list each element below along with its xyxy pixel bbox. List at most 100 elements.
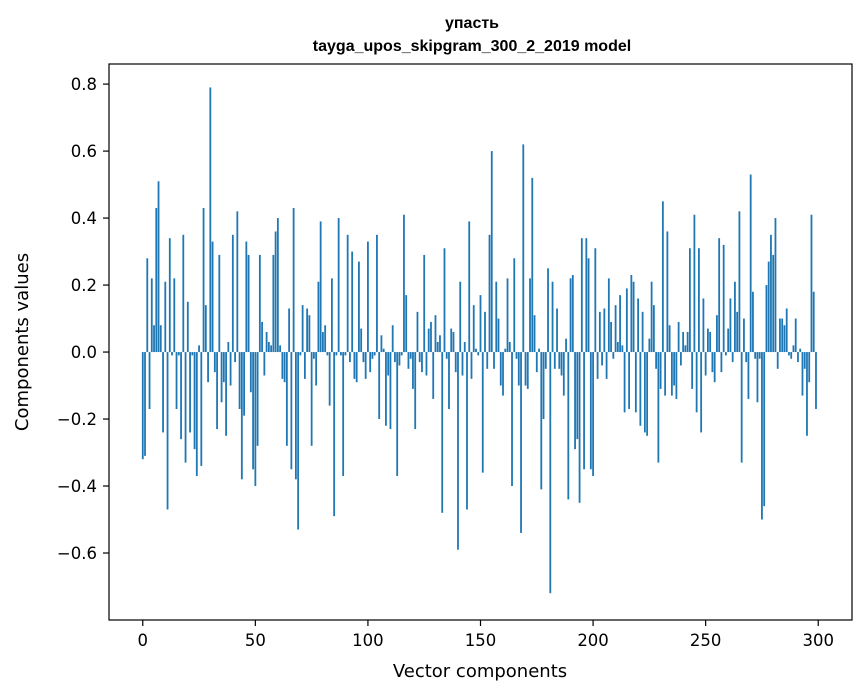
bar-140 (457, 352, 459, 550)
bar-11 (166, 352, 169, 510)
bar-112 (394, 352, 396, 363)
bar-81 (324, 325, 327, 353)
bar-184 (556, 308, 558, 353)
bar-111 (391, 325, 394, 353)
bar-219 (634, 352, 637, 413)
bar-144 (466, 352, 468, 510)
bar-86 (335, 352, 338, 356)
bar-257 (720, 352, 723, 373)
bar-222 (641, 311, 644, 353)
bar-239 (679, 352, 682, 366)
x-tick-label: 300 (802, 631, 834, 650)
bar-25 (198, 345, 200, 353)
bar-89 (342, 352, 345, 476)
bar-1 (144, 352, 146, 456)
bar-41 (234, 352, 236, 363)
y-tick-label: 0.6 (71, 142, 97, 161)
bar-278 (767, 261, 770, 353)
bar-223 (643, 352, 646, 433)
bar-250 (704, 352, 707, 376)
bar-132 (439, 335, 441, 353)
bar-189 (567, 352, 570, 500)
bar-57 (270, 345, 273, 353)
bar-243 (688, 248, 691, 353)
bar-172 (529, 278, 531, 353)
bar-84 (331, 278, 333, 353)
bar-85 (333, 352, 336, 517)
bar-213 (621, 345, 624, 353)
bar-37 (225, 352, 227, 436)
bar-260 (727, 328, 730, 353)
bar-69 (297, 352, 300, 530)
bar-258 (722, 244, 725, 353)
bar-208 (610, 321, 612, 353)
bar-43 (238, 352, 241, 409)
bar-115 (400, 352, 403, 356)
bar-72 (303, 352, 306, 379)
bar-73 (306, 308, 309, 353)
chart-title: упасть (445, 15, 499, 32)
bar-131 (436, 342, 439, 353)
bar-100 (367, 241, 369, 353)
bar-283 (779, 318, 781, 353)
bar-159 (499, 352, 502, 386)
y-axis: −0.6 −0.4 −0.2 0.0 0.2 0.4 0.6 0.8 (57, 75, 109, 563)
bar-141 (459, 281, 462, 353)
bar-241 (684, 345, 687, 353)
bar-194 (578, 352, 581, 503)
bar-63 (283, 352, 286, 383)
bar-40 (231, 234, 234, 353)
bar-29 (207, 352, 209, 383)
bar-249 (702, 298, 705, 353)
bar-167 (517, 352, 520, 386)
chart-subtitle: tayga_upos_skipgram_300_2_2019 model (313, 38, 631, 55)
bar-203 (598, 311, 601, 353)
bar-210 (614, 305, 617, 353)
bar-296 (808, 352, 811, 383)
bar-77 (315, 352, 318, 386)
bar-133 (441, 352, 444, 513)
bar-145 (468, 221, 471, 353)
bar-23 (193, 352, 196, 450)
bar-36 (222, 352, 225, 383)
bar-124 (421, 352, 423, 373)
bar-255 (716, 315, 718, 353)
bar-264 (736, 311, 739, 353)
bar-32 (213, 352, 216, 373)
bar-121 (414, 352, 417, 430)
bar-45 (243, 352, 245, 416)
bar-292 (799, 348, 802, 353)
bar-263 (734, 281, 736, 353)
bar-9 (162, 352, 164, 433)
bar-231 (661, 201, 664, 353)
bar-163 (508, 342, 511, 353)
bar-277 (765, 285, 768, 353)
bar-266 (740, 352, 743, 463)
bar-38 (227, 342, 230, 353)
bar-272 (754, 352, 757, 359)
bar-235 (670, 352, 673, 396)
bar-185 (558, 352, 561, 369)
bar-93 (351, 251, 354, 353)
bar-171 (526, 352, 529, 389)
bar-290 (794, 318, 797, 353)
bar-206 (605, 352, 608, 379)
bar-182 (551, 281, 554, 353)
bar-246 (695, 352, 698, 413)
bar-287 (788, 352, 790, 356)
bar-154 (488, 234, 491, 353)
bar-19 (184, 352, 187, 463)
bar-106 (380, 335, 383, 353)
bar-197 (585, 238, 588, 353)
bar-46 (245, 241, 248, 353)
bar-281 (774, 218, 777, 353)
bar-150 (479, 295, 482, 353)
bar-65 (288, 308, 291, 353)
bar-196 (583, 352, 585, 470)
bar-262 (731, 352, 734, 363)
bar-53 (261, 321, 263, 353)
bar-125 (423, 254, 426, 353)
bar-92 (349, 352, 351, 363)
bar-7 (157, 181, 160, 353)
